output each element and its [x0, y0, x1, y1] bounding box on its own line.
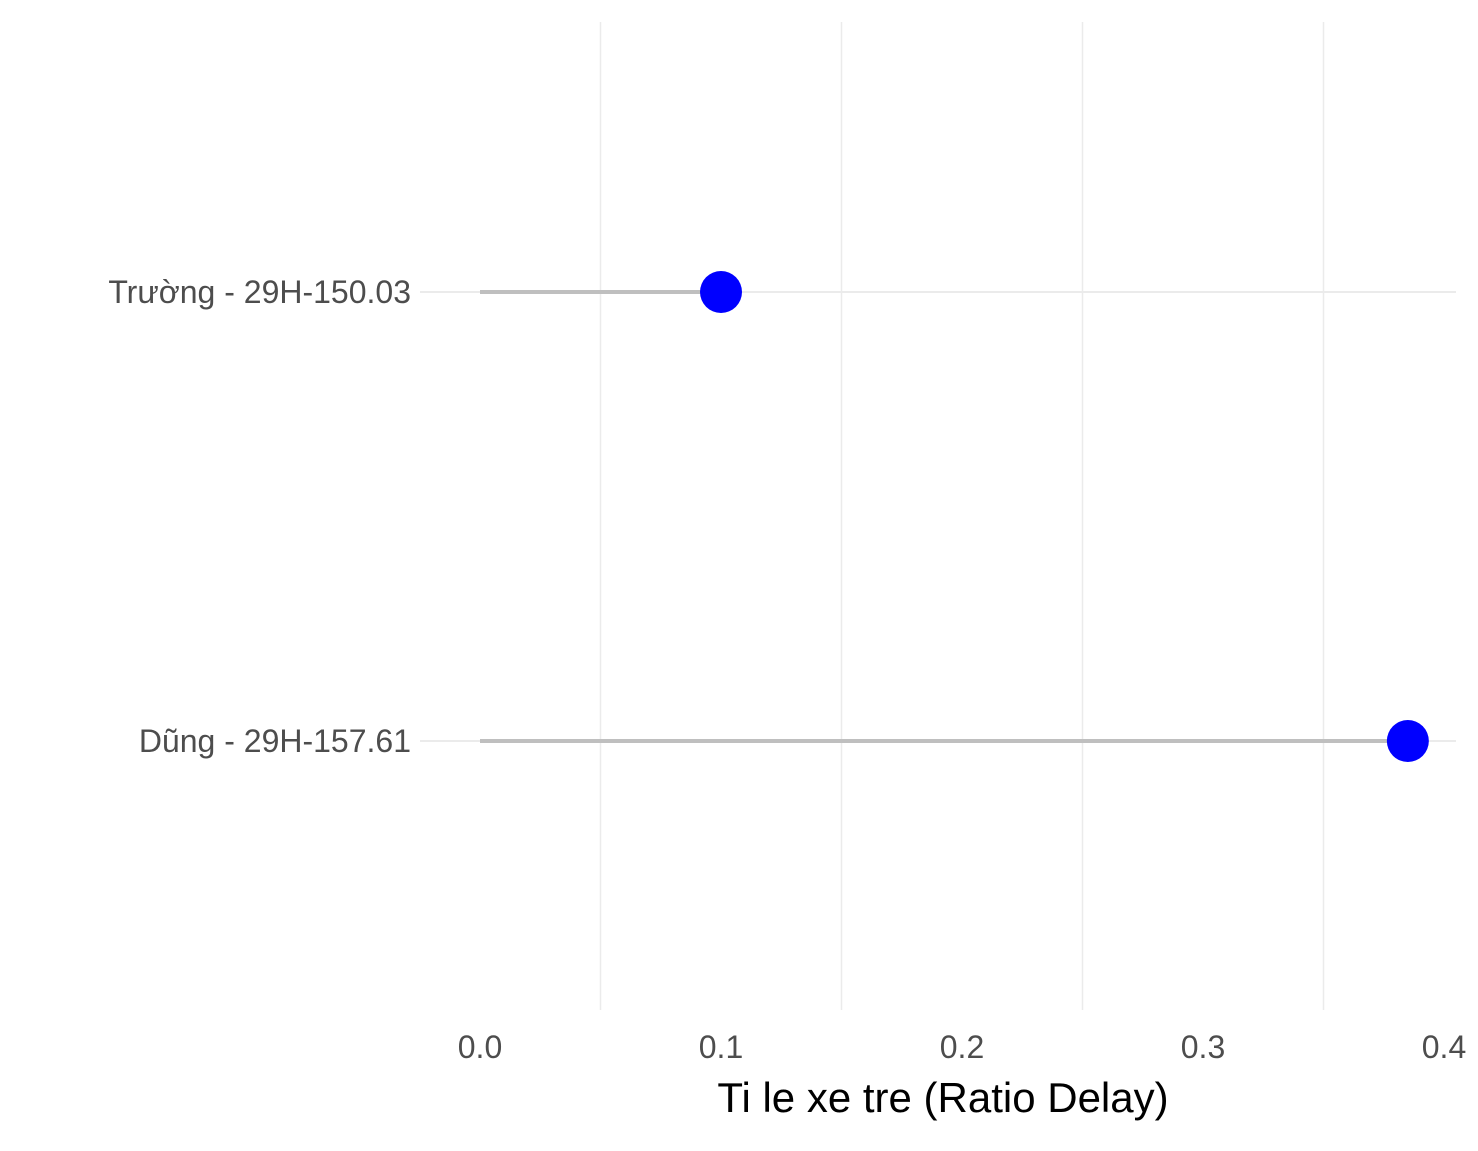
grid-layer [423, 22, 1456, 1010]
lollipop-point [1386, 720, 1429, 762]
y-tick-label: Dũng - 29H-157.61 [139, 723, 411, 759]
x-tick-label: 0.3 [1181, 1029, 1225, 1065]
y-tick-labels: Trường - 29H-150.03 Dũng - 29H-157.61 [108, 274, 433, 759]
stem-layer [480, 290, 1408, 743]
point-layer [700, 271, 1429, 762]
y-tick-label: Trường - 29H-150.03 [108, 274, 411, 310]
x-tick-label: 0.1 [699, 1029, 743, 1065]
x-tick-label: 0.0 [458, 1029, 502, 1065]
x-tick-label: 0.4 [1422, 1029, 1466, 1065]
x-tick-label: 0.2 [940, 1029, 984, 1065]
x-tick-labels: 0.0 0.1 0.2 0.3 0.4 [458, 1029, 1466, 1065]
lollipop-point [700, 271, 742, 313]
x-axis-title: Ti le xe tre (Ratio Delay) [717, 1074, 1168, 1121]
